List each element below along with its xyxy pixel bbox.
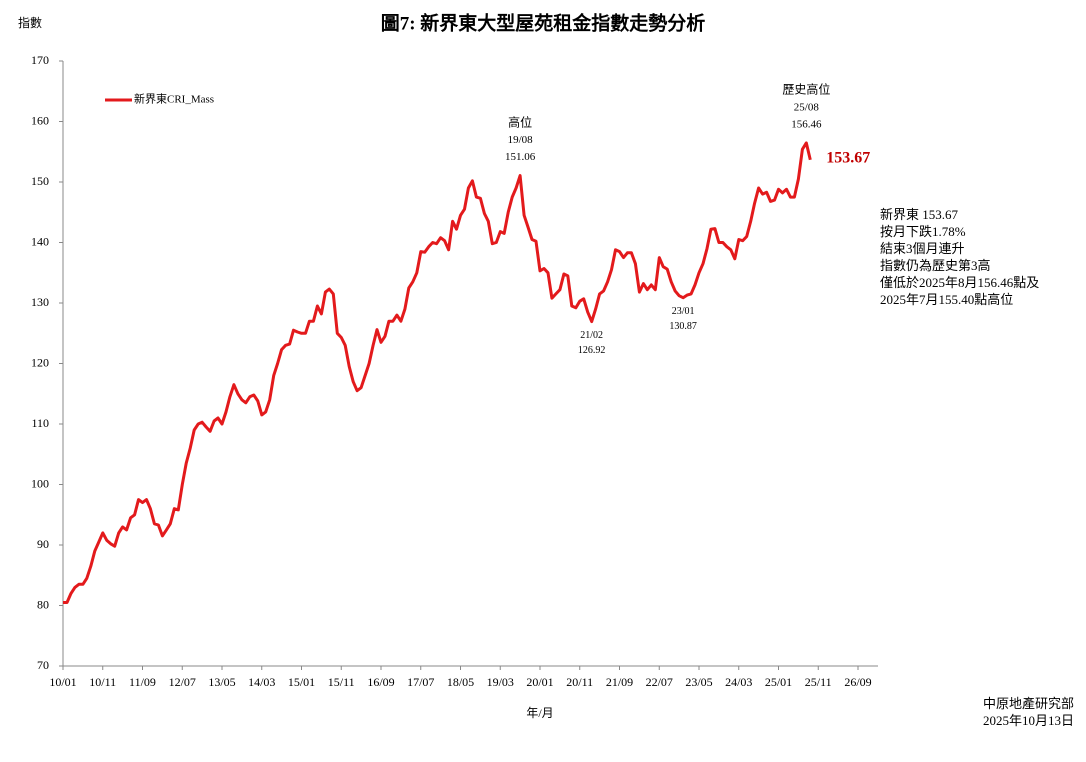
x-tick-label: 12/07 bbox=[169, 675, 196, 689]
y-tick-label: 130 bbox=[31, 295, 49, 309]
x-axis-label: 年/月 bbox=[526, 706, 553, 720]
x-tick-label: 20/01 bbox=[526, 675, 553, 689]
y-tick-label: 170 bbox=[31, 53, 49, 67]
x-tick-label: 23/05 bbox=[685, 675, 712, 689]
annotation-date: 25/08 bbox=[794, 101, 820, 113]
x-tick-label: 16/09 bbox=[367, 675, 394, 689]
source-line: 中原地產研究部 bbox=[983, 696, 1074, 711]
x-tick-label: 10/11 bbox=[89, 675, 116, 689]
x-tick-label: 15/01 bbox=[288, 675, 315, 689]
x-tick-label: 25/01 bbox=[765, 675, 792, 689]
annotation-value: 126.92 bbox=[578, 345, 606, 356]
x-tick-label: 22/07 bbox=[646, 675, 673, 689]
note-line: 新界東 153.67 bbox=[880, 207, 959, 222]
x-tick-label: 21/09 bbox=[606, 675, 633, 689]
y-tick-label: 150 bbox=[31, 174, 49, 188]
x-tick-label: 15/11 bbox=[328, 675, 355, 689]
y-tick-label: 110 bbox=[31, 416, 49, 430]
y-tick-label: 120 bbox=[31, 355, 49, 369]
y-axis-label: 指數 bbox=[18, 15, 42, 30]
data-line bbox=[63, 141, 812, 604]
note-line: 指數仍為歷史第3高 bbox=[880, 258, 991, 273]
x-tick-label: 13/05 bbox=[208, 675, 235, 689]
chart-title: 圖7: 新界東大型屋苑租金指數走勢分析 bbox=[381, 11, 706, 34]
x-tick-label: 17/07 bbox=[407, 675, 434, 689]
annotation-date: 19/08 bbox=[508, 134, 534, 146]
x-tick-label: 20/11 bbox=[566, 675, 593, 689]
annotation-value: 151.06 bbox=[505, 151, 536, 163]
x-tick-label: 19/03 bbox=[487, 675, 514, 689]
x-tick-label: 24/03 bbox=[725, 675, 752, 689]
note-line: 結束3個月連升 bbox=[880, 241, 965, 256]
note-line: 2025年7月155.40點高位 bbox=[880, 292, 1013, 307]
note-line: 僅低於2025年8月156.46點及 bbox=[880, 275, 1039, 290]
source-line: 2025年10月13日 bbox=[983, 713, 1074, 728]
x-tick-label: 25/11 bbox=[805, 675, 832, 689]
note-line: 按月下跌1.78% bbox=[880, 224, 966, 239]
x-tick-label: 14/03 bbox=[248, 675, 275, 689]
x-tick-label: 10/01 bbox=[49, 675, 76, 689]
y-tick-label: 100 bbox=[31, 476, 49, 490]
x-tick-label: 11/09 bbox=[129, 675, 156, 689]
annotation-label: 歷史高位 bbox=[782, 82, 830, 97]
x-tick-label: 18/05 bbox=[447, 675, 474, 689]
annotation-value: 156.46 bbox=[791, 118, 822, 130]
y-tick-label: 70 bbox=[37, 658, 49, 672]
y-tick-label: 140 bbox=[31, 234, 49, 248]
annotation-date: 23/01 bbox=[672, 306, 695, 317]
annotation-date: 21/02 bbox=[580, 330, 603, 341]
x-tick-label: 26/09 bbox=[844, 675, 871, 689]
y-tick-label: 160 bbox=[31, 113, 49, 127]
annotation-label: 高位 bbox=[508, 114, 532, 129]
end-value-label: 153.67 bbox=[826, 149, 870, 166]
y-tick-label: 90 bbox=[37, 537, 49, 551]
y-tick-label: 80 bbox=[37, 597, 49, 611]
annotation-value: 130.87 bbox=[669, 321, 697, 332]
legend-label: 新界東CRI_Mass bbox=[134, 92, 214, 106]
